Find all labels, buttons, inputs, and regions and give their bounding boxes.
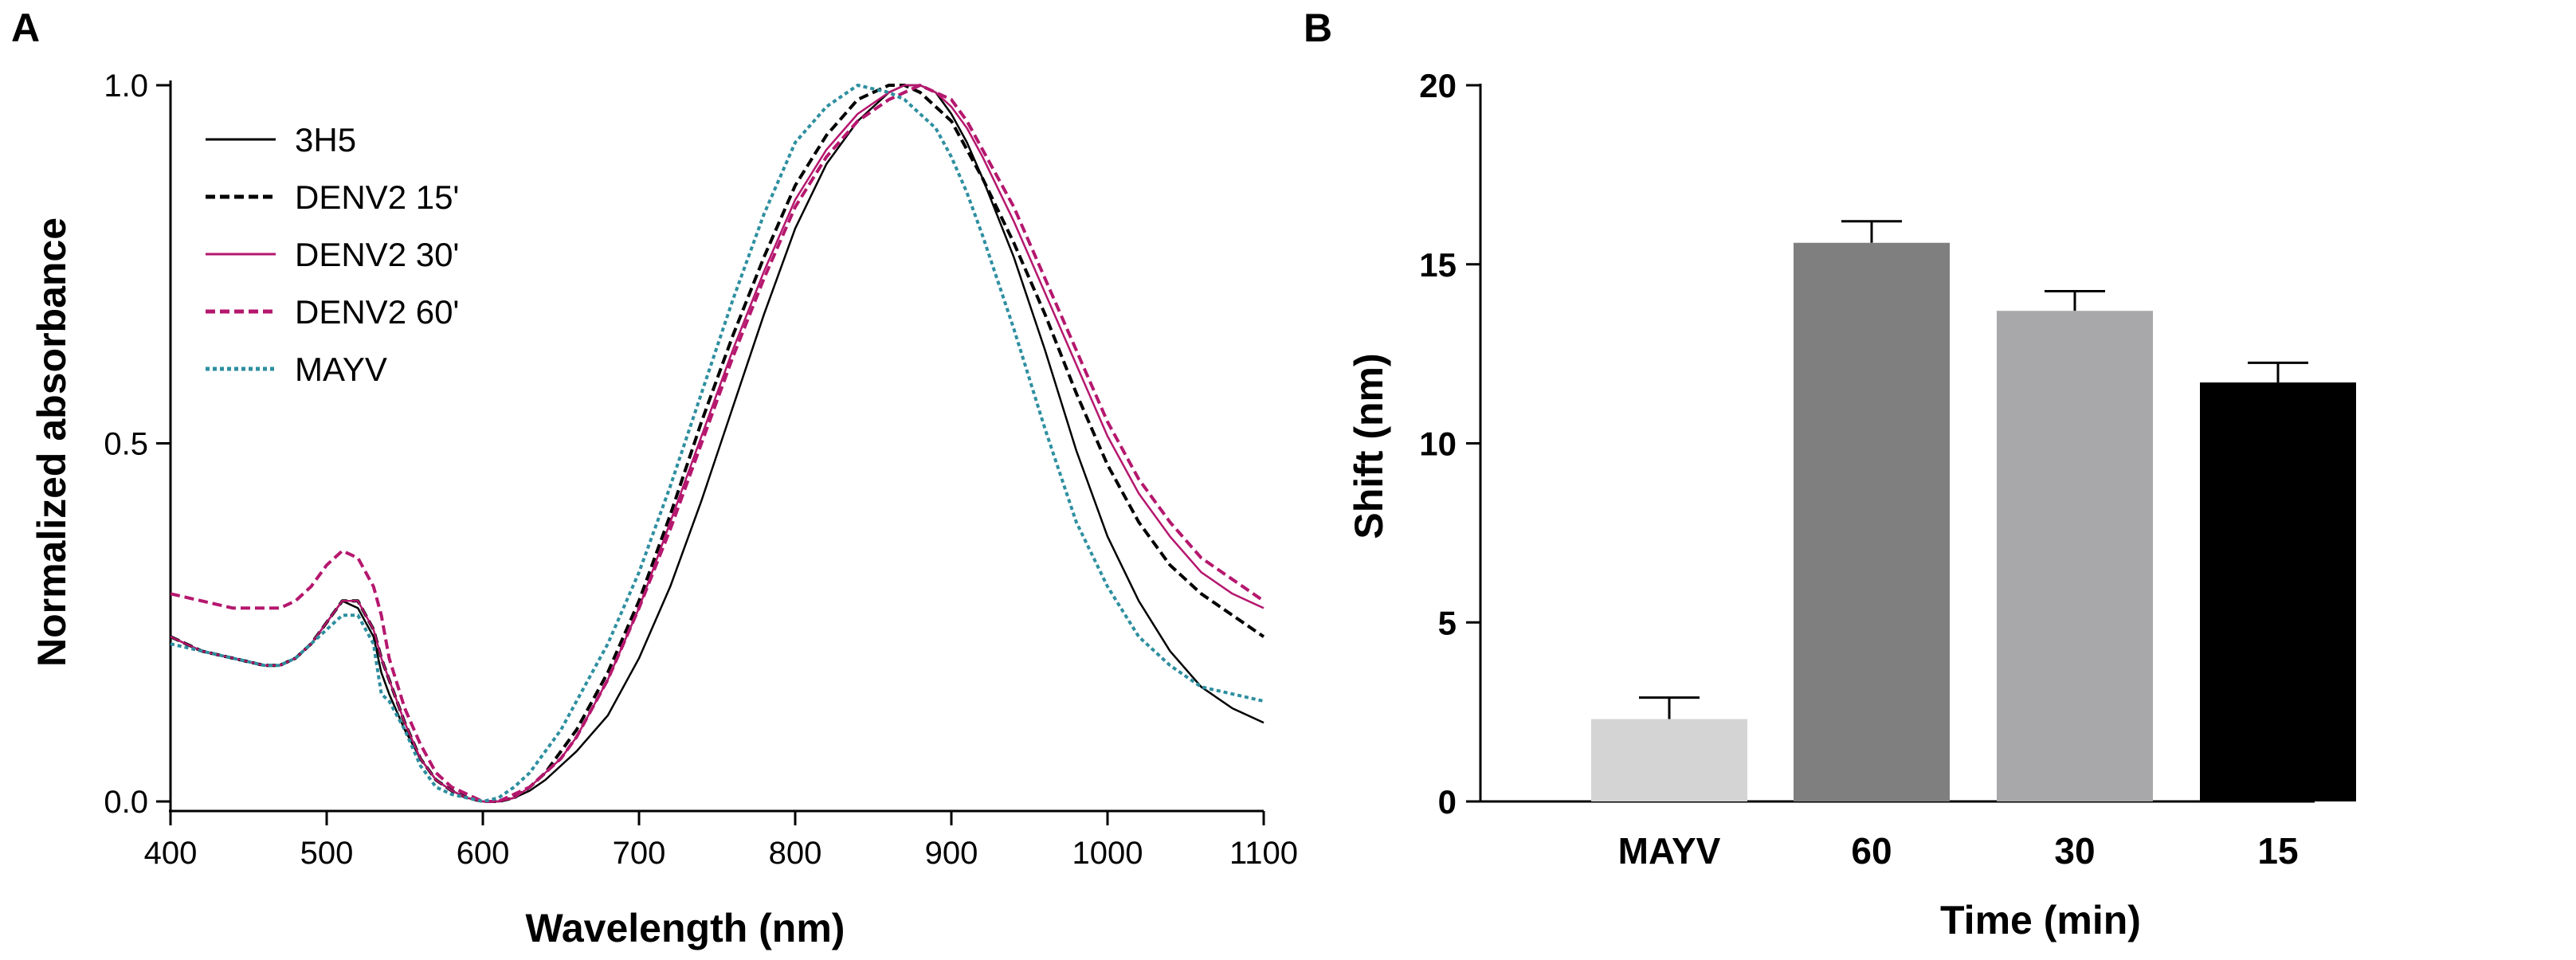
panel-a-x-tick-label: 600 <box>457 836 510 871</box>
panel-b-label: B <box>1304 6 1332 50</box>
panel-a-axes: 400 500 600 700 800 900 1000 1100 0.0 0.5 1.0 <box>104 69 1298 871</box>
panel-a-x-axis-label: Wavelength (nm) <box>526 906 845 950</box>
panel-a-y-axis-label: Normalized absorbance <box>29 217 74 667</box>
panel-a-y-tick-label: 0.0 <box>104 785 148 820</box>
legend-label: DENV2 15' <box>295 178 459 216</box>
legend-label: MAYV <box>295 351 387 388</box>
panel-b-x-axis-label: Time (min) <box>1940 898 2141 942</box>
bar <box>1794 243 1950 801</box>
panel-b-x-tick-label: MAYV <box>1618 830 1721 872</box>
legend-label: 3H5 <box>295 121 356 159</box>
bar <box>1997 311 2153 801</box>
panel-a-legend: 3H5 DENV2 15' DENV2 30' DENV2 60' MAYV <box>206 121 459 388</box>
panel-a-y-tick-label: 0.5 <box>104 427 148 462</box>
panel-a-label: A <box>11 6 40 50</box>
panel-b-y-tick-label: 20 <box>1419 67 1457 104</box>
figure: A 400 500 600 700 800 900 1000 1100 0.0 0.5 1.0 3H… <box>0 0 2576 956</box>
panel-a-x-tick-label: 800 <box>769 836 822 871</box>
panel-b: B 0 5 10 15 20 MAYV 60 30 15 Time (min) Shift (… <box>1304 6 2356 942</box>
panel-b-bars: MAYV 60 30 15 <box>1591 221 2356 872</box>
panel-b-x-tick-label: 60 <box>1851 830 1892 872</box>
panel-b-y-tick-label: 0 <box>1438 783 1457 821</box>
panel-a-x-tick-label: 1000 <box>1072 836 1143 871</box>
panel-a-x-tick-label: 400 <box>144 836 198 871</box>
panel-b-y-tick-label: 10 <box>1419 425 1457 463</box>
panel-b-y-tick-label: 15 <box>1419 246 1457 284</box>
legend-label: DENV2 60' <box>295 293 459 331</box>
panel-a-x-tick-label: 500 <box>300 836 354 871</box>
legend-label: DENV2 30' <box>295 236 459 273</box>
bar <box>2200 382 2356 801</box>
panel-b-x-tick-label: 30 <box>2054 830 2095 872</box>
panel-a-x-tick-label: 1100 <box>1229 836 1298 871</box>
panel-a-x-tick-label: 700 <box>613 836 666 871</box>
panel-a-y-tick-label: 1.0 <box>104 69 148 104</box>
bar <box>1591 719 1747 801</box>
panel-a: A 400 500 600 700 800 900 1000 1100 0.0 0.5 1.0 3H… <box>11 6 1298 950</box>
panel-a-x-tick-label: 900 <box>925 836 978 871</box>
panel-b-y-tick-label: 5 <box>1438 604 1457 641</box>
panel-b-x-tick-label: 15 <box>2257 830 2298 872</box>
panel-b-y-axis-label: Shift (nm) <box>1347 353 1391 539</box>
figure-canvas: A 400 500 600 700 800 900 1000 11000.00.51.0 3H… <box>0 0 2576 956</box>
